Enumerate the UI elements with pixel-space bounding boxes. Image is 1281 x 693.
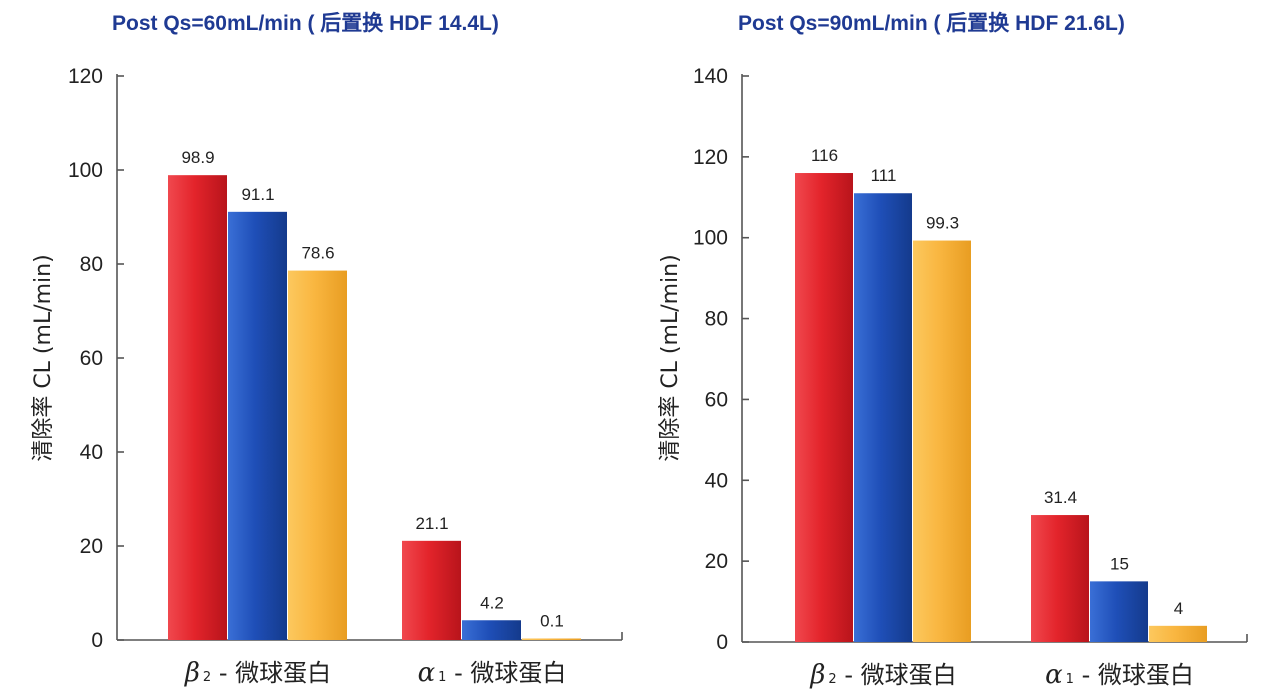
y-tick-label: 80 (80, 253, 103, 276)
category-subscript: 1 (438, 670, 446, 685)
category-name: - 微球蛋白 (446, 659, 566, 687)
bar-blue-beta2 (228, 211, 287, 640)
data-label: 116 (811, 146, 838, 165)
bar-red-alpha1 (402, 540, 461, 640)
data-label: 15 (1110, 554, 1129, 573)
y-tick-label: 0 (91, 629, 103, 652)
category-subscript: 1 (1066, 672, 1074, 687)
bar-yellow-alpha1 (1149, 625, 1207, 642)
data-label: 0.1 (540, 612, 564, 631)
data-label: 4.2 (480, 593, 504, 612)
y-tick-label: 40 (705, 469, 728, 492)
bar-red-beta2 (168, 175, 227, 641)
chart-right-title: Post Qs=90mL/min ( 后置换 HDF 21.6L) (738, 11, 1125, 35)
chart-right-y-axis-title: 清除率 CL (mL/min) (658, 254, 683, 461)
data-label: 98.9 (181, 148, 214, 167)
y-tick-label: 20 (705, 550, 728, 573)
chart-left-y-axis-title: 清除率 CL (mL/min) (31, 254, 56, 461)
bar-yellow-alpha1 (522, 638, 581, 640)
y-tick-label: 80 (705, 308, 728, 331)
category-greek-letter: β (184, 658, 200, 688)
category-name: - 微球蛋白 (1074, 661, 1194, 689)
category-name: - 微球蛋白 (211, 659, 331, 687)
data-label: 31.4 (1044, 488, 1077, 507)
bar-red-beta2 (795, 173, 853, 642)
y-tick-label: 60 (80, 347, 103, 370)
data-label: 111 (871, 166, 897, 185)
category-subscript: 2 (203, 670, 211, 685)
y-tick-label: 100 (68, 159, 103, 182)
chart-left-title: Post Qs=60mL/min ( 后置换 HDF 14.4L) (112, 11, 499, 35)
chart-right: Post Qs=90mL/min ( 后置换 HDF 21.6L) 清除率 CL… (658, 11, 1248, 690)
chart-left-value-labels: 98.9 91.1 78.6 21.1 4.2 0.1 (181, 148, 563, 630)
bar-blue-alpha1 (462, 620, 521, 640)
y-tick-label: 40 (80, 441, 103, 464)
y-tick-label: 140 (693, 65, 728, 88)
category-greek-letter: α (418, 658, 436, 688)
category-greek-letter: β (809, 660, 825, 690)
data-label: 21.1 (415, 514, 448, 533)
chart-left-bars (168, 175, 581, 641)
y-tick-label: 120 (693, 146, 728, 169)
bar-red-alpha1 (1031, 515, 1089, 642)
category-greek-letter: α (1045, 660, 1063, 690)
data-label: 4 (1174, 599, 1183, 618)
bar-blue-beta2 (854, 193, 912, 642)
chart-left: Post Qs=60mL/min ( 后置换 HDF 14.4L) 清除率 CL… (31, 11, 623, 688)
data-label: 99.3 (926, 214, 959, 233)
bar-yellow-beta2 (913, 240, 971, 642)
y-tick-label: 60 (705, 388, 728, 411)
data-label: 91.1 (241, 185, 274, 204)
category-name: - 微球蛋白 (837, 661, 957, 689)
y-tick-label: 100 (693, 227, 728, 250)
category-subscript: 2 (828, 672, 836, 687)
bar-yellow-beta2 (288, 270, 347, 640)
chart-right-bars (795, 173, 1207, 642)
y-tick-label: 20 (80, 535, 103, 558)
data-label: 78.6 (301, 244, 334, 263)
bar-blue-alpha1 (1090, 581, 1148, 642)
y-tick-label: 0 (716, 631, 728, 654)
chart-right-value-labels: 116 111 99.3 31.4 15 4 (811, 146, 1183, 618)
y-tick-label: 120 (68, 65, 103, 88)
